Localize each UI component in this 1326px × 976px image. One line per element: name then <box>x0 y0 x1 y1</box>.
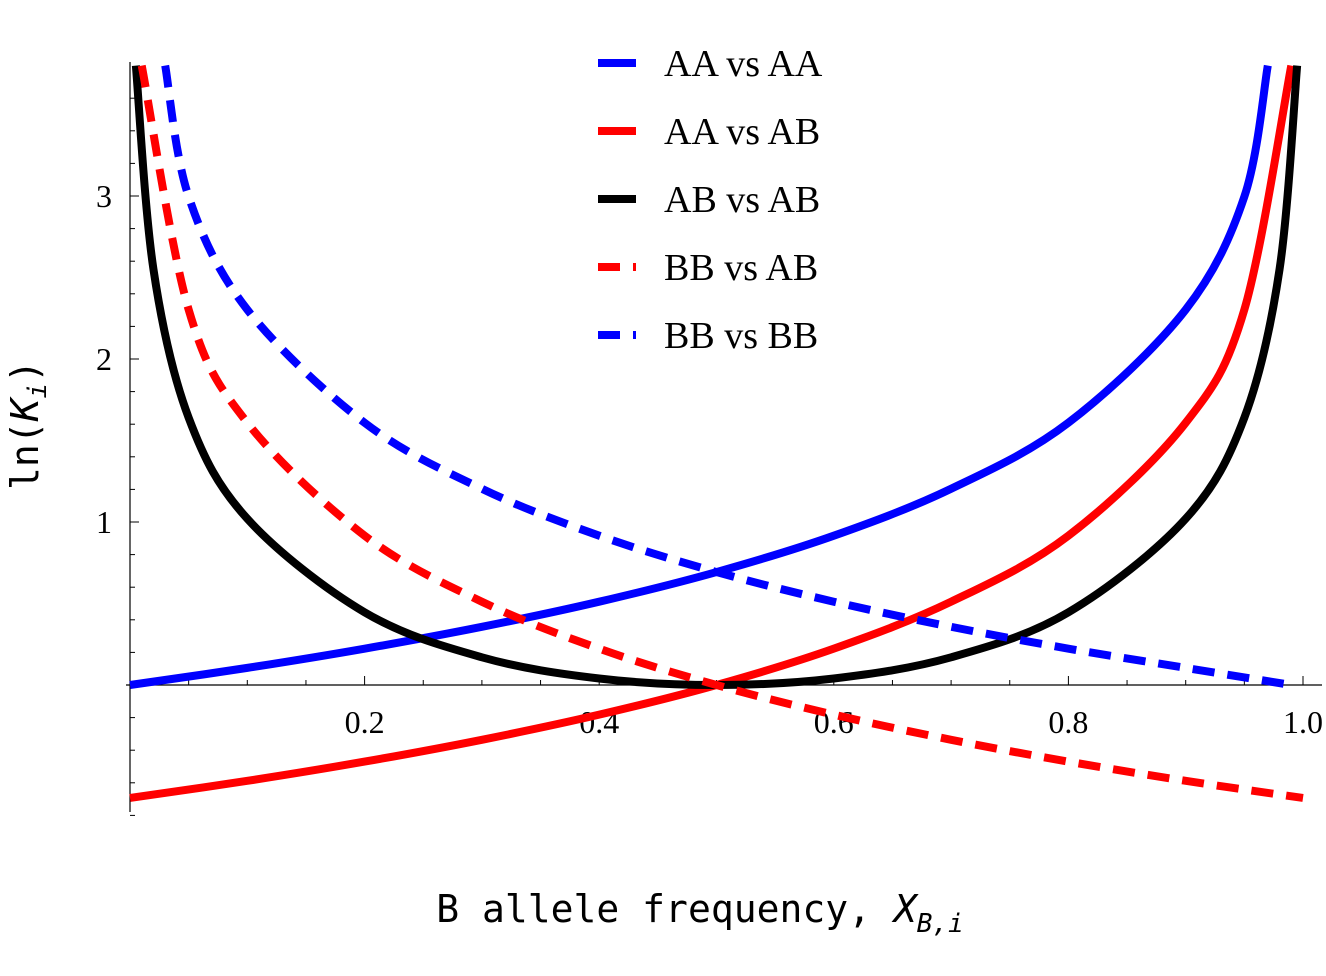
legend-label-bb-vs-bb: BB vs BB <box>664 315 818 357</box>
y-tick-label: 3 <box>96 178 112 214</box>
series-aa-vs-aa <box>129 64 1272 689</box>
legend-label-ab-vs-ab: AB vs AB <box>664 179 820 221</box>
x-tick-label: 0.8 <box>1048 704 1088 740</box>
x-tick-label: 1.0 <box>1283 704 1323 740</box>
series-bb-vs-bb <box>161 64 1292 689</box>
x-tick-label: 0.2 <box>345 704 385 740</box>
legend: AA vs AA AA vs AB AB vs AB BB vs AB BB vs BB <box>598 43 823 357</box>
series-layer <box>129 64 1304 802</box>
legend-label-aa-vs-ab: AA vs AB <box>664 111 820 153</box>
series-aa-vs-ab <box>129 64 1296 802</box>
series-bb-vs-ab <box>137 64 1304 802</box>
y-tick-label: 1 <box>96 504 112 540</box>
legend-label-aa-vs-aa: AA vs AA <box>664 43 823 85</box>
x-axis-title: B allele frequency, XB,i <box>436 887 963 939</box>
legend-label-bb-vs-ab: BB vs AB <box>664 247 818 289</box>
y-axis-title: ln(Ki) <box>3 360 53 490</box>
y-tick-label: 2 <box>96 341 112 377</box>
